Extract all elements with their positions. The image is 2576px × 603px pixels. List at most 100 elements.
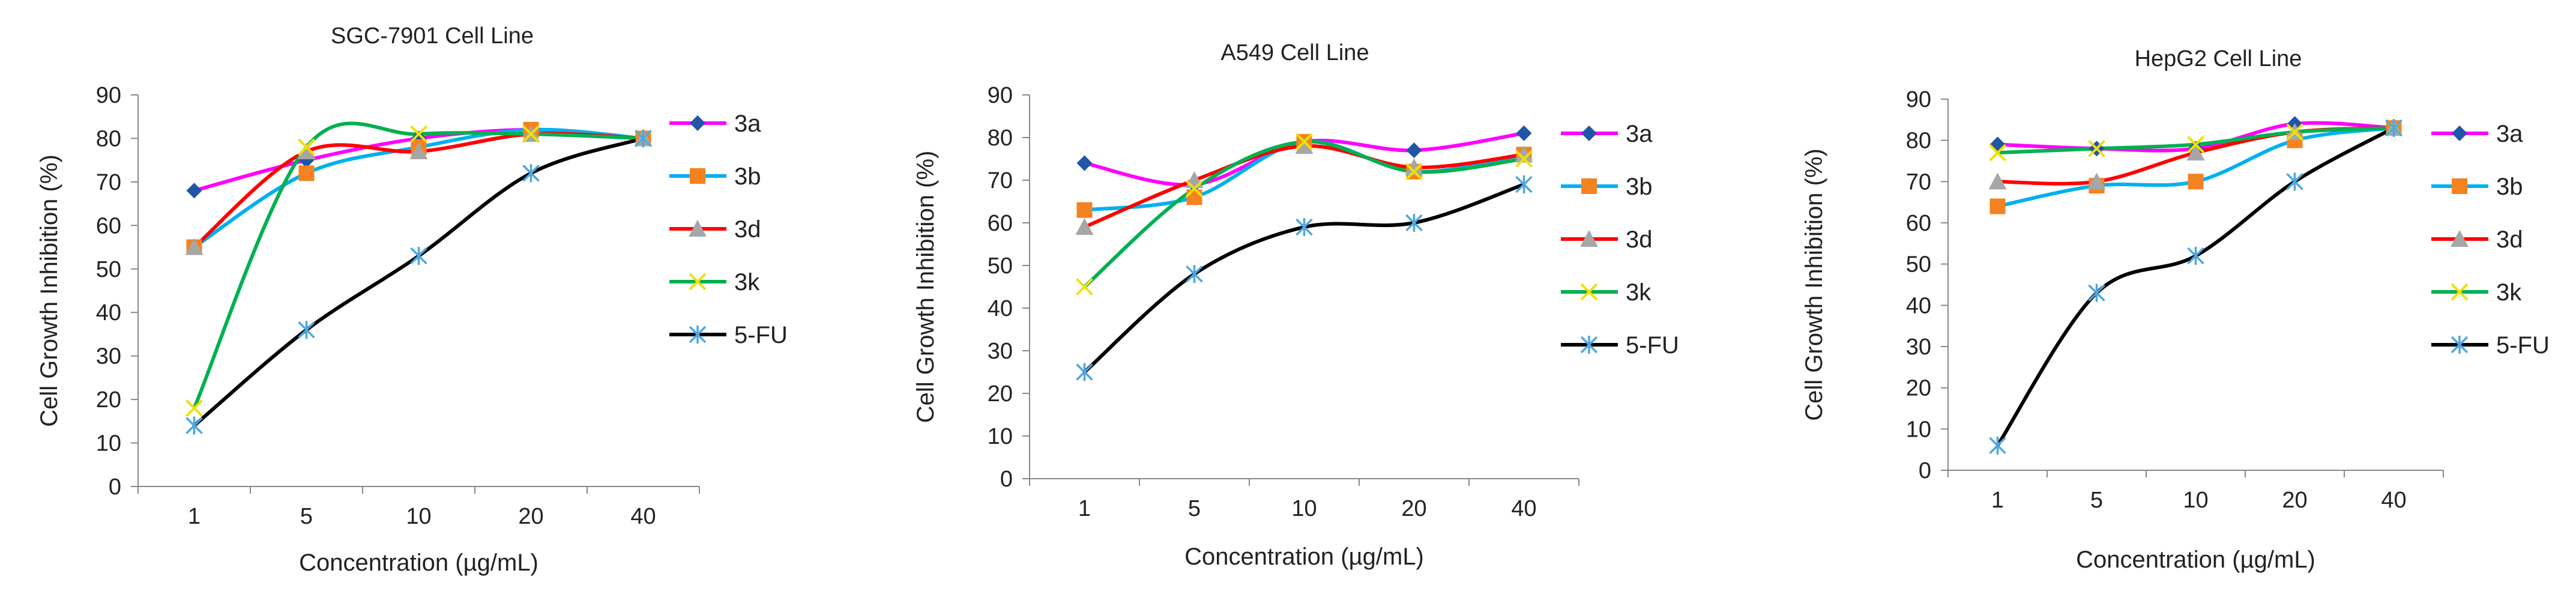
y-tick-label: 20 — [96, 387, 121, 413]
y-tick-label: 30 — [1906, 335, 1931, 360]
data-point-3k — [2187, 136, 2204, 153]
y-tick-label: 80 — [1906, 129, 1931, 154]
legend-marker — [689, 220, 707, 237]
data-point-5-fu — [410, 247, 427, 265]
x-tick-label: 40 — [630, 504, 656, 529]
legend-marker — [1581, 126, 1597, 141]
legend-marker — [2452, 178, 2467, 194]
legend-label: 3b — [2496, 174, 2523, 200]
legend-item-5-fu: 5-FU — [669, 322, 788, 348]
data-point-5-fu — [2187, 246, 2204, 265]
data-point-3d — [2087, 172, 2106, 190]
legend-item-3d: 3d — [1561, 226, 1653, 253]
y-tick-label: 50 — [96, 257, 121, 282]
data-point-5-fu — [1076, 363, 1093, 381]
x-tick-label: 1 — [1991, 488, 2004, 513]
y-tick-label: 0 — [1000, 467, 1013, 492]
data-point-3k — [1515, 150, 1533, 168]
data-point-3k — [2088, 139, 2105, 157]
legend-marker — [2452, 126, 2467, 141]
y-tick-label: 40 — [1906, 293, 1931, 318]
legend-marker — [2451, 230, 2469, 247]
y-tick-label: 60 — [988, 211, 1013, 236]
legend-item-5-fu: 5-FU — [2431, 332, 2550, 359]
legend-marker — [2451, 283, 2469, 301]
y-tick-label: 80 — [96, 126, 121, 151]
y-axis-label: Cell Growth Inhibition (%) — [1801, 148, 1827, 421]
data-point-3a — [1989, 136, 2006, 153]
legend-marker — [690, 115, 705, 131]
data-point-3k — [186, 399, 203, 417]
x-tick-label: 20 — [1401, 496, 1426, 521]
data-point-3k — [1076, 278, 1093, 295]
legend-item-3a: 3a — [669, 111, 761, 137]
y-tick-label: 60 — [1906, 211, 1931, 236]
data-point-3k — [2286, 123, 2303, 141]
chart-title: HepG2 Cell Line — [2135, 46, 2302, 71]
legend-label: 5-FU — [1626, 332, 1679, 359]
legend-item-3k: 3k — [2431, 279, 2522, 306]
y-tick-label: 10 — [988, 424, 1013, 449]
x-tick-label: 20 — [518, 504, 543, 529]
x-axis-label: Concentration (µg/mL) — [2076, 547, 2315, 573]
y-tick-label: 70 — [96, 170, 121, 195]
data-point-3d — [1988, 172, 2007, 190]
legend-label: 3d — [2496, 226, 2523, 253]
x-tick-label: 5 — [1188, 496, 1201, 521]
data-point-5-fu — [1989, 436, 2006, 455]
chart-title: A549 Cell Line — [1220, 40, 1369, 65]
legend-item-3b: 3b — [669, 163, 761, 190]
x-axis-label: Concentration (µg/mL) — [299, 550, 538, 576]
legend-item-3k: 3k — [669, 269, 760, 295]
data-point-3d — [1075, 218, 1094, 235]
data-point-5-fu — [2385, 119, 2403, 138]
legend-item-3k: 3k — [1561, 279, 1651, 306]
data-point-5-fu — [298, 321, 315, 339]
legend-label: 5-FU — [2496, 332, 2550, 359]
legend-label: 3a — [2496, 121, 2523, 147]
y-tick-label: 80 — [988, 126, 1013, 151]
data-point-5-fu — [1296, 218, 1313, 237]
y-tick-label: 20 — [1906, 376, 1931, 401]
legend-marker — [1580, 230, 1598, 247]
x-axis-label: Concentration (µg/mL) — [1184, 544, 1424, 570]
data-point-3d — [2186, 144, 2205, 161]
chart-panel-a549: A549 Cell Line 0 10 20 30 40 50 60 70 80 90 1 5 10 20 4… — [912, 40, 1679, 570]
data-point-3a — [1516, 125, 1532, 141]
data-point-5-fu — [1405, 214, 1423, 232]
y-tick-label: 60 — [96, 213, 121, 238]
y-axis-label: Cell Growth Inhibition (%) — [912, 151, 939, 423]
legend-label: 3b — [734, 163, 761, 190]
y-tick-label: 40 — [988, 296, 1013, 321]
data-point-3k — [1186, 180, 1203, 198]
legend-label: 3k — [1626, 279, 1651, 306]
data-point-5-fu — [2286, 172, 2303, 191]
data-point-5-fu — [1186, 265, 1203, 283]
chart-panel-hepg2: HepG2 Cell Line 0 10 20 30 40 50 60 70 80 90 1 5 10 20… — [1801, 46, 2550, 573]
data-point-3d — [1515, 145, 1533, 163]
legend-item-3d: 3d — [2431, 226, 2523, 253]
legend-marker — [689, 326, 707, 344]
data-point-3a — [186, 183, 202, 199]
legend-label: 3k — [734, 269, 760, 295]
data-point-3k — [410, 125, 427, 143]
legend-marker — [689, 273, 707, 291]
legend-marker — [1580, 283, 1598, 301]
y-tick-label: 0 — [1919, 458, 1931, 483]
data-point-3b — [1186, 189, 1202, 205]
x-tick-label: 5 — [2090, 488, 2103, 513]
chart-panel-sgc7901: SGC-7901 Cell Line 0 10 20 30 40 50 60 70 80 90 1 5 1… — [36, 23, 788, 576]
legend-item-3b: 3b — [1561, 174, 1653, 200]
legend-item-3a: 3a — [1561, 121, 1653, 147]
x-tick-label: 10 — [406, 504, 431, 529]
y-tick-label: 10 — [1906, 417, 1931, 442]
data-point-5-fu — [522, 164, 540, 183]
legend-item-3a: 3a — [2431, 121, 2523, 147]
x-tick-label: 1 — [188, 504, 201, 529]
series-line-3k — [192, 121, 645, 410]
y-tick-label: 0 — [109, 474, 121, 500]
y-tick-label: 40 — [96, 300, 121, 326]
y-tick-label: 30 — [96, 344, 121, 369]
y-tick-label: 20 — [988, 381, 1013, 407]
legend-label: 3d — [1626, 226, 1653, 253]
